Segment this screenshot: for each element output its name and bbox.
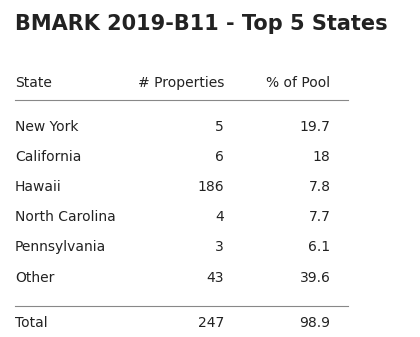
Text: 43: 43 [207, 271, 224, 285]
Text: 7.7: 7.7 [309, 210, 331, 224]
Text: 18: 18 [313, 150, 331, 164]
Text: 3: 3 [215, 241, 224, 254]
Text: State: State [15, 76, 52, 90]
Text: 5: 5 [215, 120, 224, 133]
Text: California: California [15, 150, 81, 164]
Text: 186: 186 [197, 180, 224, 194]
Text: 7.8: 7.8 [309, 180, 331, 194]
Text: 4: 4 [215, 210, 224, 224]
Text: New York: New York [15, 120, 78, 133]
Text: 6: 6 [215, 150, 224, 164]
Text: 247: 247 [198, 316, 224, 330]
Text: 6.1: 6.1 [308, 241, 331, 254]
Text: BMARK 2019-B11 - Top 5 States: BMARK 2019-B11 - Top 5 States [15, 14, 387, 34]
Text: Total: Total [15, 316, 47, 330]
Text: 39.6: 39.6 [300, 271, 331, 285]
Text: 98.9: 98.9 [299, 316, 331, 330]
Text: % of Pool: % of Pool [266, 76, 331, 90]
Text: Other: Other [15, 271, 54, 285]
Text: Pennsylvania: Pennsylvania [15, 241, 106, 254]
Text: # Properties: # Properties [138, 76, 224, 90]
Text: North Carolina: North Carolina [15, 210, 116, 224]
Text: Hawaii: Hawaii [15, 180, 62, 194]
Text: 19.7: 19.7 [300, 120, 331, 133]
